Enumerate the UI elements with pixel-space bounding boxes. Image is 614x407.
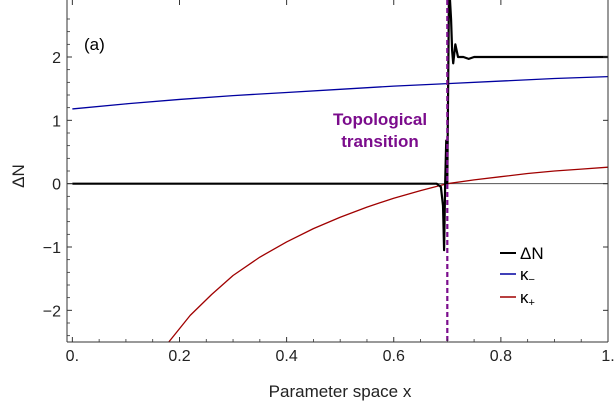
- x-tick-label: 0.8: [490, 348, 512, 365]
- panel-label: (a): [84, 35, 105, 54]
- legend-kappa-plus-sub: +: [529, 297, 535, 309]
- legend-label-kappa-minus: κ−: [520, 265, 535, 286]
- x-tick-label: 0.: [66, 348, 79, 365]
- y-axis-title: ΔN: [9, 164, 28, 188]
- transition-annotation-line2: transition: [341, 132, 418, 151]
- x-tick-label: 0.6: [383, 348, 405, 365]
- y-tick-label: −1: [43, 240, 61, 257]
- series-line-kappa-plus: [168, 166, 608, 342]
- y-tick-label: −2: [43, 303, 61, 320]
- x-tick-label: 1.: [601, 348, 614, 365]
- legend-label-kappa-plus: κ+: [520, 288, 535, 309]
- legend-label-delta-n: ΔN: [520, 244, 544, 263]
- y-tick-label: 2: [52, 50, 61, 67]
- plot-area: [67, 0, 608, 342]
- legend-kappa-minus-sub: −: [529, 274, 535, 286]
- x-tick-label: 0.4: [275, 348, 297, 365]
- transition-annotation-line1: Topological: [333, 110, 427, 129]
- x-axis-title: Parameter space x: [269, 382, 412, 401]
- y-tick-label: 1: [52, 113, 61, 130]
- series-line-kappa-minus: [72, 75, 608, 110]
- x-tick-label: 0.2: [168, 348, 190, 365]
- axis-ticks: 0. 0.2 0.4 0.6 0.8 1. −2 −1 0 1 2: [43, 0, 614, 365]
- legend: ΔN κ− κ+: [500, 244, 544, 309]
- legend-kappa-minus-main: κ: [520, 265, 529, 284]
- legend-kappa-plus-main: κ: [520, 288, 529, 307]
- y-tick-label: 0: [52, 177, 61, 194]
